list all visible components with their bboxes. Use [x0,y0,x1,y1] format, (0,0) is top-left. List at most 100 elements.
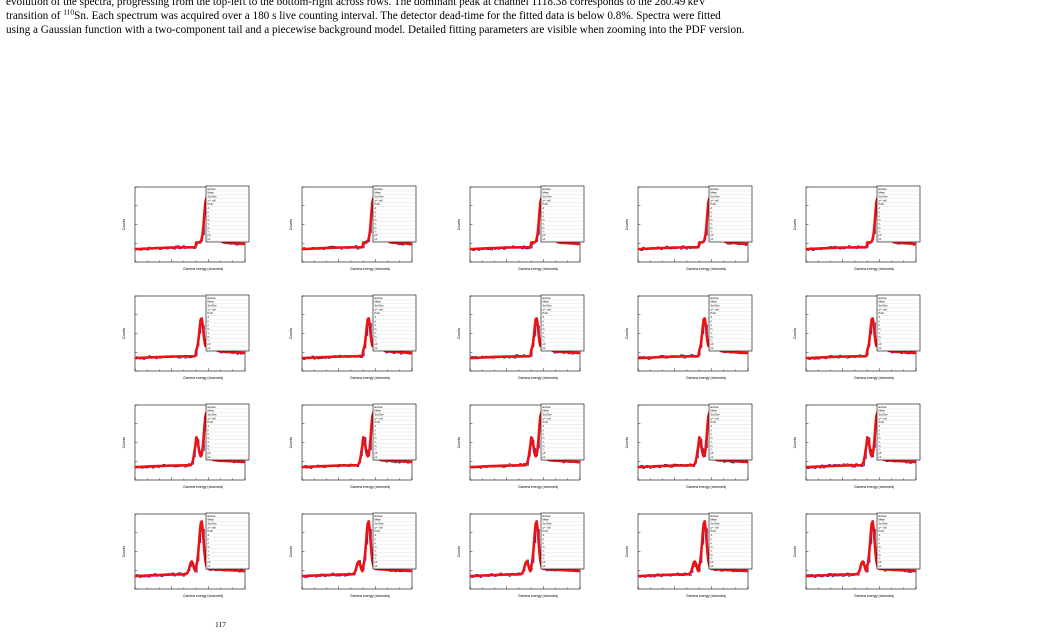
stats-label: χ² / ndf [711,198,719,202]
stats-label: p1 [543,237,546,241]
stats-label: Prob [208,529,214,533]
stats-label: τ₁ [543,549,545,552]
stats-label: τ₁ [543,331,545,334]
stats-label: σ [543,542,545,545]
stats-label: μ [711,211,713,214]
stats-label: Prob [543,311,549,315]
x-axis-label: Gamma energy (channels) [518,376,558,380]
stats-label: χ² / ndf [543,198,551,202]
stats-label: χ² / ndf [879,198,887,202]
stats-label: σ [879,542,881,545]
fit-curve [805,303,917,360]
fit-curve [301,192,413,251]
stats-label: χ² / ndf [879,416,887,420]
stats-label: τ₂ [543,448,545,451]
stats-label: η₁ [375,437,377,440]
stats-label: η₂ [375,553,377,556]
fit-curve [301,520,413,578]
y-axis-label: Counts [289,219,293,231]
stats-label: μ [543,429,545,432]
spectrum-panel: Counts Gamma energy (channels) EntriesMean… [625,512,753,598]
stats-label: η₁ [543,219,545,222]
stats-label: Mean [208,409,215,413]
stats-label: η₁ [208,546,210,549]
fit-curve [469,411,581,469]
stats-label: χ² / ndf [375,198,383,202]
stats-label: p0 [879,560,882,564]
isotope-symbol: Sn [74,10,86,22]
stats-label: τ₁ [375,331,377,334]
stats-label: p1 [543,564,546,568]
stats-label: Mean [208,300,215,304]
spectrum-panel: Counts Gamma energy (channels) EntriesMean… [625,403,753,489]
stats-label: p0 [711,342,714,346]
stats-label: η₁ [208,219,210,222]
stats-label: χ² / ndf [879,307,887,311]
stats-label: Mean [711,518,718,522]
stats-label: σ [375,324,377,327]
stats-label: p0 [375,342,378,346]
stats-label: η₁ [375,219,377,222]
stats-label: η₂ [543,444,545,447]
stats-label: Prob [208,202,214,206]
footer-fragment: 117 [215,620,226,629]
spectrum-panel: Counts Gamma energy (channels) EntriesMean… [793,185,921,271]
stats-label: A [711,424,713,428]
stats-label: χ² / ndf [375,307,383,311]
stats-label: μ [208,538,210,541]
stats-label: p1 [879,237,882,241]
stats-label: Prob [375,420,381,424]
stats-label: A [879,206,881,210]
stats-label: A [375,533,377,537]
stats-label: τ₁ [879,549,881,552]
stats-label: Entries [879,296,888,300]
stats-label: τ₂ [208,230,210,233]
stats-label: p0 [879,233,882,237]
stats-label: Prob [711,529,717,533]
stats-label: p1 [879,564,882,568]
stats-label: χ² / ndf [879,525,887,529]
stats-label: η₂ [543,335,545,338]
stats-label: η₁ [879,219,881,222]
stats-label: τ₁ [879,440,881,443]
stats-label: Entries [208,405,217,409]
x-axis-label: Gamma energy (channels) [518,485,558,489]
spectrum-panel: Counts Gamma energy (channels) EntriesMean… [457,512,585,598]
y-axis-label: Counts [457,437,461,449]
fit-curve [469,303,581,360]
stats-label: η₂ [543,226,545,229]
stats-label: Std Dev [879,195,889,199]
stats-label: Entries [375,405,384,409]
spectrum-panel: Counts Gamma energy (channels) EntriesMean… [625,185,753,271]
stats-label: Std Dev [711,195,721,199]
isotope-mass: 110 [63,7,75,17]
y-axis-label: Counts [625,328,629,340]
stats-label: τ₁ [711,549,713,552]
stats-label: A [208,315,210,319]
stats-label: η₂ [879,226,881,229]
x-axis-label: Gamma energy (channels) [686,594,726,598]
stats-label: η₁ [375,546,377,549]
stats-label: μ [543,320,545,323]
x-axis-label: Gamma energy (channels) [854,594,894,598]
stats-label: Mean [375,191,382,195]
stats-label: p1 [879,346,882,350]
stats-label: A [711,315,713,319]
stats-label: η₁ [711,546,713,549]
fit-curve [301,303,413,360]
stats-label: μ [543,211,545,214]
stats-label: p0 [375,560,378,564]
y-axis-label: Counts [793,219,797,231]
stats-label: τ₁ [375,549,377,552]
stats-label: σ [208,324,210,327]
stats-label: η₂ [879,444,881,447]
x-axis-label: Gamma energy (channels) [183,594,223,598]
stats-label: τ₂ [208,448,210,451]
stats-label: Entries [543,187,552,191]
stats-label: Entries [543,405,552,409]
stats-label: Entries [208,187,217,191]
stats-label: p1 [208,564,211,568]
stats-label: η₂ [711,444,713,447]
